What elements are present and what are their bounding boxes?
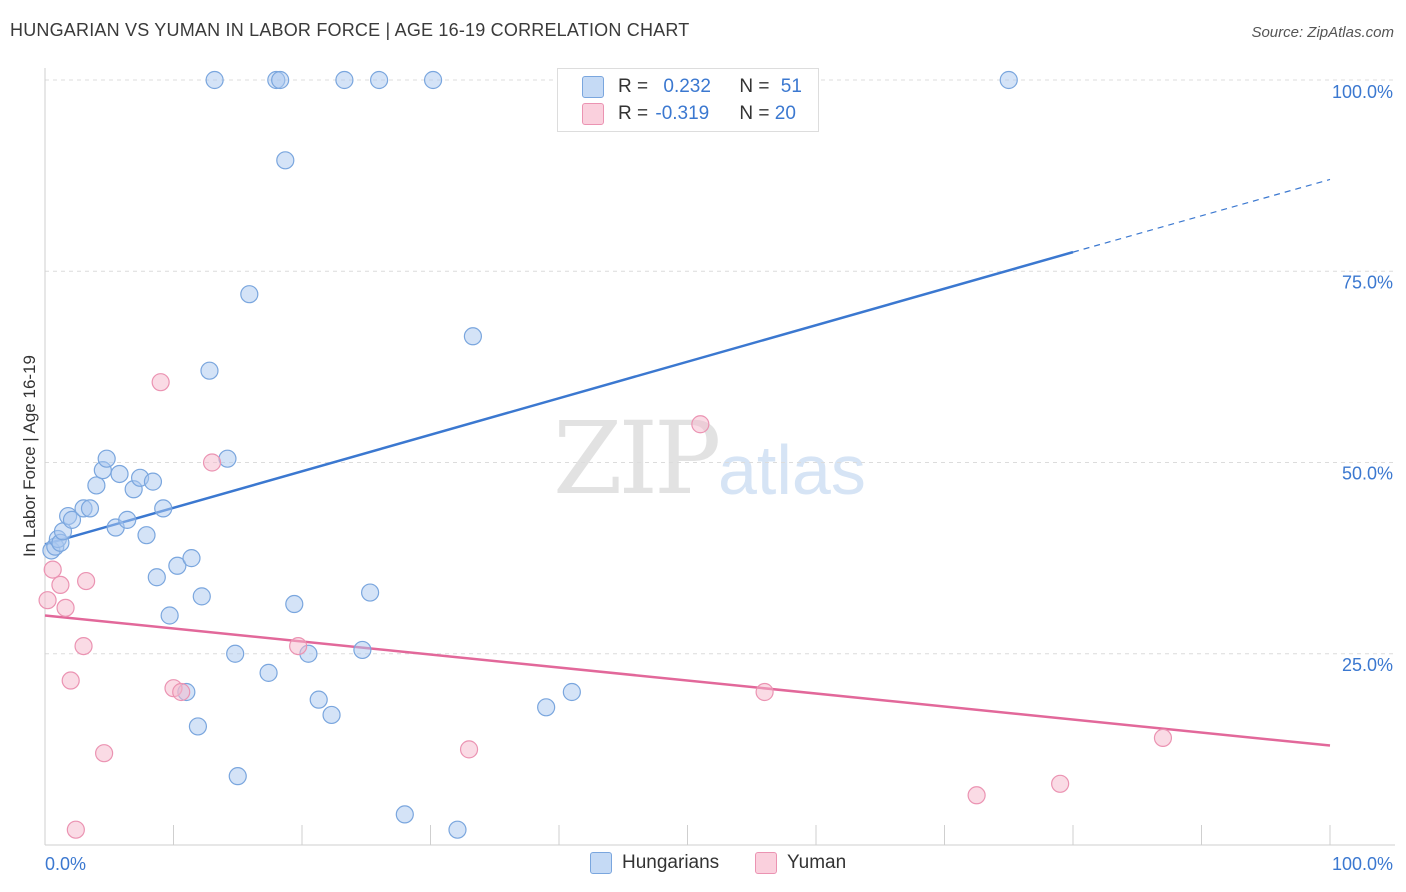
point-hungarians <box>118 510 137 529</box>
y-tick-label: 75.0% <box>1342 272 1393 292</box>
point-hungarians <box>259 663 278 682</box>
point-yuman <box>56 598 75 617</box>
point-yuman <box>95 744 114 763</box>
point-hungarians <box>228 767 247 786</box>
point-yuman <box>61 671 80 690</box>
legend-swatch-hungarians <box>590 852 612 874</box>
series-legend: Hungarians Yuman <box>0 852 1406 878</box>
legend-item-hungarians[interactable]: Hungarians <box>590 852 719 874</box>
point-hungarians <box>537 698 556 717</box>
point-yuman <box>202 453 222 472</box>
point-hungarians <box>240 285 259 304</box>
correlation-legend: R = 0.232 N = 51 R = -0.319 N = 20 <box>557 68 819 132</box>
point-hungarians <box>562 682 581 702</box>
point-yuman <box>459 740 479 759</box>
trend-line-hungarians <box>44 250 1074 546</box>
point-yuman <box>151 373 170 392</box>
source-label: Source: ZipAtlas.com <box>1251 24 1394 41</box>
legend-swatch-yuman <box>755 852 777 874</box>
legend-n-label: N = <box>739 76 775 97</box>
point-yuman <box>289 636 308 656</box>
point-yuman <box>74 636 93 656</box>
point-yuman <box>1051 774 1070 793</box>
legend-label-yuman: Yuman <box>787 852 847 873</box>
point-yuman <box>51 575 70 595</box>
legend-r-value: 0.232 <box>663 76 711 97</box>
point-hungarians <box>188 717 208 736</box>
legend-n-label: N = <box>739 103 775 124</box>
chart-title: HUNGARIAN VS YUMAN IN LABOR FORCE | AGE … <box>10 20 690 40</box>
point-hungarians <box>395 805 414 824</box>
point-hungarians <box>322 705 341 725</box>
point-hungarians <box>192 587 211 606</box>
point-hungarians <box>271 70 290 90</box>
point-hungarians <box>168 556 187 575</box>
point-hungarians <box>226 644 245 663</box>
axes <box>44 68 1395 846</box>
point-hungarians <box>87 476 106 495</box>
legend-r-label: R = <box>618 103 654 124</box>
point-hungarians <box>143 472 163 491</box>
point-hungarians <box>370 70 389 90</box>
point-hungarians <box>137 526 156 545</box>
legend-swatch-yuman <box>582 103 604 125</box>
x-tick-label-min: 0.0% <box>45 854 86 874</box>
point-yuman <box>66 820 85 839</box>
point-hungarians <box>448 820 467 839</box>
tick-labels: 25.0% 50.0% 75.0% 100.0% 0.0% 100.0% <box>45 82 1393 874</box>
point-yuman <box>43 560 62 579</box>
point-hungarians <box>335 70 354 90</box>
point-yuman <box>1153 728 1173 748</box>
point-hungarians <box>999 70 1018 90</box>
legend-row-hungarians: R = 0.232 N = 51 <box>582 74 802 100</box>
watermark-atlas: atlas <box>718 431 866 509</box>
point-hungarians <box>110 464 129 484</box>
data-points <box>38 70 1173 839</box>
point-yuman <box>77 571 96 591</box>
point-hungarians <box>205 70 224 90</box>
point-hungarians <box>276 151 295 170</box>
gridlines <box>45 79 1395 655</box>
point-hungarians <box>147 568 166 587</box>
y-tick-label: 50.0% <box>1342 464 1393 484</box>
legend-label-hungarians: Hungarians <box>622 852 720 873</box>
point-hungarians <box>182 549 201 568</box>
trend-line-yuman <box>44 614 1331 747</box>
point-hungarians <box>218 449 237 468</box>
legend-r-label: R = <box>618 76 654 97</box>
point-yuman <box>967 786 986 805</box>
point-hungarians <box>97 449 116 468</box>
legend-n-value: 20 <box>774 103 796 124</box>
point-hungarians <box>463 327 483 346</box>
trend-line-hungarians-extension <box>1072 178 1331 253</box>
point-hungarians <box>154 499 173 518</box>
point-hungarians <box>361 583 380 602</box>
x-tick-label-max: 100.0% <box>1332 854 1393 874</box>
point-hungarians <box>80 499 100 518</box>
point-yuman <box>38 591 57 610</box>
point-hungarians <box>62 510 82 529</box>
trend-lines <box>44 178 1331 747</box>
point-hungarians <box>285 594 304 614</box>
point-hungarians <box>353 640 372 660</box>
y-tick-label: 100.0% <box>1332 82 1393 102</box>
point-yuman <box>172 682 191 702</box>
point-hungarians <box>309 690 328 709</box>
point-hungarians <box>423 70 443 90</box>
point-yuman <box>691 415 710 434</box>
legend-r-value: -0.319 <box>655 103 710 124</box>
legend-n-value: 51 <box>780 76 802 97</box>
point-hungarians <box>200 361 219 380</box>
legend-row-yuman: R = -0.319 N = 20 <box>582 101 796 127</box>
point-hungarians <box>160 606 179 625</box>
legend-item-yuman[interactable]: Yuman <box>755 852 846 874</box>
legend-swatch-hungarians <box>582 76 604 98</box>
y-tick-label: 25.0% <box>1342 655 1393 675</box>
point-yuman <box>755 682 774 702</box>
